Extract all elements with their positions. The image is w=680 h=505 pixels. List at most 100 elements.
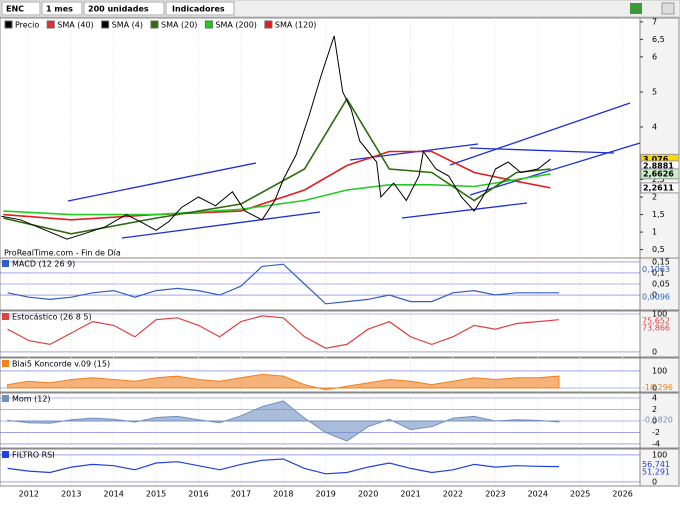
footer-note: ProRealTime.com - Fin de Día — [4, 249, 121, 258]
price-label: 3,076 — [643, 155, 669, 164]
panel-title-box — [2, 451, 9, 458]
legend-swatch — [150, 20, 159, 29]
trend-line — [401, 202, 528, 219]
panel-title: MACD (12 26 9) — [12, 260, 75, 269]
legend-entry: SMA (200) — [215, 21, 257, 30]
indicator-value: 51,291 — [642, 468, 670, 477]
legend-swatch — [264, 20, 273, 29]
panel-title-box — [2, 313, 9, 320]
y-tick-label: 2 — [652, 405, 657, 414]
axis-strip — [639, 392, 680, 449]
indicator-value: -0,1820 — [642, 416, 673, 425]
trend-line — [449, 102, 631, 166]
indicator-line — [7, 458, 560, 475]
axis-strip — [639, 257, 680, 311]
panel-title-box — [2, 360, 9, 367]
y-tick-label: 5 — [652, 87, 657, 96]
trend-line — [67, 162, 257, 202]
indicator-value: 0,1063 — [642, 265, 670, 274]
y-tick-label: 6,5 — [652, 35, 665, 44]
panel-title: Blai5 Koncorde v.09 (15) — [12, 360, 110, 369]
y-tick-label: 0 — [652, 347, 657, 356]
y-tick-label: 0,5 — [652, 245, 665, 254]
indicator-value: -10,296 — [642, 383, 673, 392]
y-tick-label: 2 — [652, 193, 657, 202]
y-tick-label: 4 — [652, 394, 657, 403]
price-label: 2,8881 — [643, 161, 674, 170]
axis-strip — [639, 357, 680, 393]
period-select[interactable] — [41, 1, 83, 16]
moving-average — [3, 173, 551, 216]
trend-line — [469, 147, 615, 154]
price-label: 2,6626 — [643, 169, 674, 178]
indicators[interactable]: Indicadores — [172, 5, 225, 14]
y-tick-label: 100 — [652, 366, 667, 375]
refresh-icon[interactable] — [630, 3, 642, 14]
legend-entry: SMA (40) — [57, 21, 93, 30]
legend-entry: Precio — [15, 21, 39, 30]
y-tick-label: 4 — [652, 122, 657, 131]
y-tick-label: 1,5 — [652, 210, 665, 219]
panel-title: Estocástico (26 8 5) — [12, 313, 92, 322]
legend-swatch — [101, 20, 110, 29]
period[interactable]: 1 mes — [46, 5, 73, 14]
price-label: 2,2611 — [643, 183, 674, 192]
indicator-area — [7, 373, 560, 391]
panel-title: Mom (12) — [12, 395, 51, 404]
x-tick-label: 2023 — [485, 490, 505, 499]
x-tick-label: 2014 — [103, 490, 123, 499]
price-line — [1, 35, 551, 240]
y-tick-label: 0 — [652, 291, 657, 300]
y-tick-label: 1 — [652, 228, 657, 237]
indicator-value: 0,0096 — [642, 292, 670, 301]
units-select[interactable] — [83, 1, 165, 16]
trend-line — [469, 142, 641, 196]
y-tick-label: 7 — [652, 17, 657, 26]
price-label-box — [640, 182, 680, 194]
symbol-select[interactable] — [1, 1, 41, 16]
trend-lines — [67, 102, 641, 239]
indicator-line — [7, 315, 560, 349]
x-tick-label: 2018 — [273, 490, 293, 499]
x-tick-label: 2025 — [570, 490, 590, 499]
moving-average — [3, 150, 551, 221]
moving-average — [3, 97, 551, 235]
symbol[interactable]: ENC — [6, 5, 24, 14]
axis-strip — [639, 448, 680, 487]
y-tick-label: 2,5 — [652, 175, 665, 184]
axis-strip — [639, 17, 680, 259]
trend-line — [121, 211, 321, 239]
legend-swatch — [4, 20, 13, 29]
window-button[interactable] — [661, 2, 675, 15]
units[interactable]: 200 unidades — [88, 5, 149, 14]
y-tick-label: 100 — [652, 450, 667, 459]
y-tick-label: -2 — [652, 428, 660, 437]
panel-title-box — [2, 395, 9, 402]
indicator-value: 73,866 — [642, 323, 670, 332]
x-tick-label: 2013 — [61, 490, 81, 499]
x-tick-label: 2015 — [146, 490, 166, 499]
indicator-line — [7, 263, 559, 305]
x-tick-label: 2019 — [316, 490, 336, 499]
panel-title-box — [2, 260, 9, 267]
x-tick-label: 2016 — [188, 490, 208, 499]
y-tick-label: 0 — [652, 477, 657, 486]
y-tick-label: 0 — [652, 383, 657, 392]
x-tick-label: 2020 — [358, 490, 378, 499]
panel-title: FILTRO RSI — [12, 451, 55, 460]
legend-swatch — [204, 20, 213, 29]
y-tick-label: 6 — [652, 52, 657, 61]
x-tick-label: 2024 — [528, 490, 548, 499]
y-tick-label: 0,15 — [652, 257, 670, 266]
indicators-button[interactable] — [165, 1, 235, 16]
x-tick-label: 2021 — [400, 490, 420, 499]
legend-swatch — [46, 20, 55, 29]
indicator-value: 56,741 — [642, 460, 670, 469]
y-tick-label: 0 — [652, 416, 657, 425]
y-tick-label: -4 — [652, 439, 660, 448]
x-tick-label: 2012 — [19, 490, 39, 499]
y-tick-label: 0,05 — [652, 280, 670, 289]
indicator-area — [7, 400, 560, 442]
legend-entry: SMA (120) — [275, 21, 317, 30]
